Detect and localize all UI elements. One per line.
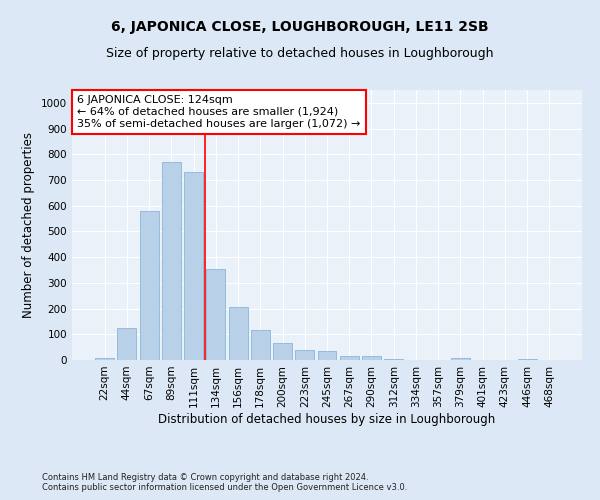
Bar bbox=[518, 359, 536, 360]
Bar bbox=[384, 358, 403, 360]
Bar bbox=[140, 212, 158, 360]
X-axis label: Distribution of detached houses by size in Loughborough: Distribution of detached houses by size … bbox=[158, 412, 496, 426]
Bar bbox=[184, 172, 203, 360]
Y-axis label: Number of detached properties: Number of detached properties bbox=[22, 132, 35, 318]
Text: 6, JAPONICA CLOSE, LOUGHBOROUGH, LE11 2SB: 6, JAPONICA CLOSE, LOUGHBOROUGH, LE11 2S… bbox=[111, 20, 489, 34]
Bar bbox=[162, 162, 181, 360]
Bar bbox=[295, 350, 314, 360]
Bar bbox=[317, 351, 337, 360]
Bar bbox=[451, 358, 470, 360]
Bar bbox=[206, 268, 225, 360]
Bar bbox=[273, 344, 292, 360]
Bar bbox=[95, 358, 114, 360]
Text: Contains public sector information licensed under the Open Government Licence v3: Contains public sector information licen… bbox=[42, 484, 407, 492]
Text: Contains HM Land Registry data © Crown copyright and database right 2024.: Contains HM Land Registry data © Crown c… bbox=[42, 474, 368, 482]
Bar bbox=[251, 330, 270, 360]
Bar bbox=[118, 328, 136, 360]
Text: 6 JAPONICA CLOSE: 124sqm
← 64% of detached houses are smaller (1,924)
35% of sem: 6 JAPONICA CLOSE: 124sqm ← 64% of detach… bbox=[77, 96, 361, 128]
Bar bbox=[229, 308, 248, 360]
Bar bbox=[340, 356, 359, 360]
Bar bbox=[362, 356, 381, 360]
Text: Size of property relative to detached houses in Loughborough: Size of property relative to detached ho… bbox=[106, 48, 494, 60]
